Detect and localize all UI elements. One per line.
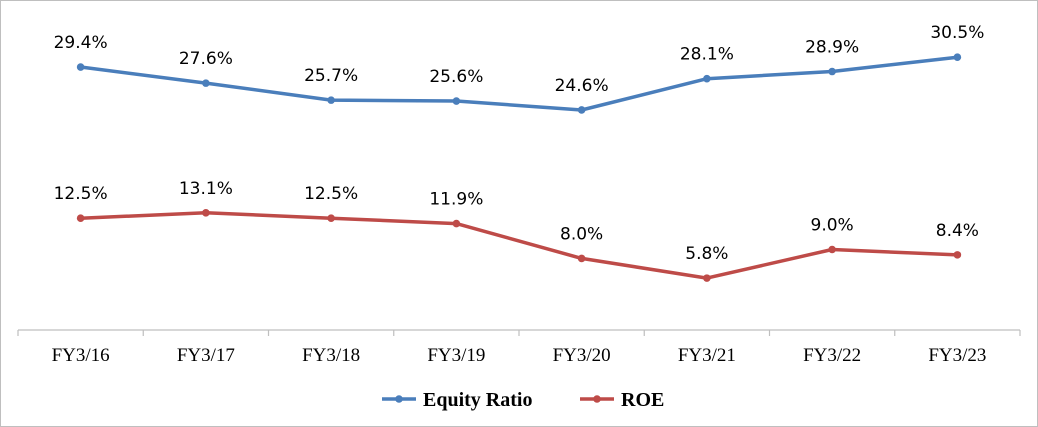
series-line-roe bbox=[80, 211, 958, 280]
data-point-roe bbox=[202, 209, 210, 217]
legend-marker-equity-ratio bbox=[395, 395, 403, 403]
x-tick-label: FY3/17 bbox=[177, 345, 235, 366]
data-label-roe: 12.5% bbox=[304, 184, 358, 204]
data-label-equity-ratio: 28.9% bbox=[805, 38, 859, 58]
data-label-layer: 29.4% 27.6% 25.7% 25.6% 24.6% 28.1% 28.9% 30.5%… bbox=[54, 23, 985, 264]
data-point-roe bbox=[76, 214, 85, 222]
x-tick-label: FY3/18 bbox=[302, 345, 360, 366]
data-label-equity-ratio: 28.1% bbox=[680, 45, 734, 65]
data-label-roe: 12.5% bbox=[54, 184, 108, 204]
series-roe bbox=[76, 209, 962, 282]
legend-item-equity-ratio: Equity Ratio bbox=[382, 389, 532, 411]
x-axis-ticks: FY3/16 FY3/17 FY3/18 FY3/19 FY3/20 FY3/21 FY3/… bbox=[17, 330, 1021, 366]
x-tick-label: FY3/16 bbox=[52, 345, 110, 366]
data-point-roe bbox=[577, 254, 586, 263]
legend: Equity Ratio ROE bbox=[382, 389, 664, 411]
data-label-equity-ratio: 29.4% bbox=[54, 33, 108, 53]
data-label-roe: 8.0% bbox=[560, 224, 603, 244]
data-point-roe bbox=[703, 274, 711, 282]
x-tick-label: FY3/23 bbox=[928, 345, 986, 366]
data-label-equity-ratio: 27.6% bbox=[179, 49, 233, 69]
data-point-roe bbox=[828, 245, 836, 254]
data-label-roe: 11.9% bbox=[429, 190, 483, 210]
series-line-equity-ratio bbox=[80, 55, 958, 112]
legend-item-roe: ROE bbox=[580, 389, 664, 411]
x-tick-label: FY3/19 bbox=[427, 345, 485, 366]
data-label-roe: 13.1% bbox=[179, 179, 233, 199]
data-point-roe bbox=[452, 219, 461, 228]
series-layer bbox=[76, 53, 962, 282]
data-point-equity-ratio bbox=[452, 97, 461, 105]
data-point-equity-ratio bbox=[828, 67, 836, 76]
x-tick-label: FY3/21 bbox=[678, 345, 736, 366]
data-label-equity-ratio: 25.7% bbox=[304, 66, 358, 86]
data-label-roe: 5.8% bbox=[685, 244, 728, 264]
data-point-equity-ratio bbox=[327, 96, 335, 104]
data-label-equity-ratio: 30.5% bbox=[930, 23, 984, 43]
data-point-equity-ratio bbox=[577, 106, 586, 114]
legend-marker-roe bbox=[593, 395, 601, 403]
data-point-equity-ratio bbox=[703, 74, 711, 83]
data-label-equity-ratio: 25.6% bbox=[429, 67, 483, 87]
data-point-equity-ratio bbox=[202, 79, 210, 87]
data-point-roe bbox=[327, 214, 335, 222]
data-label-equity-ratio: 24.6% bbox=[555, 76, 609, 96]
x-tick-label: FY3/20 bbox=[553, 345, 611, 366]
legend-label-roe: ROE bbox=[621, 389, 664, 411]
data-point-roe bbox=[953, 251, 962, 259]
data-point-equity-ratio bbox=[76, 63, 85, 71]
x-tick-label: FY3/22 bbox=[803, 345, 861, 366]
data-point-equity-ratio bbox=[953, 53, 962, 61]
legend-label-equity-ratio: Equity Ratio bbox=[423, 389, 532, 411]
data-label-roe: 8.4% bbox=[936, 221, 979, 241]
data-label-roe: 9.0% bbox=[811, 216, 854, 236]
series-equity-ratio bbox=[76, 53, 962, 114]
